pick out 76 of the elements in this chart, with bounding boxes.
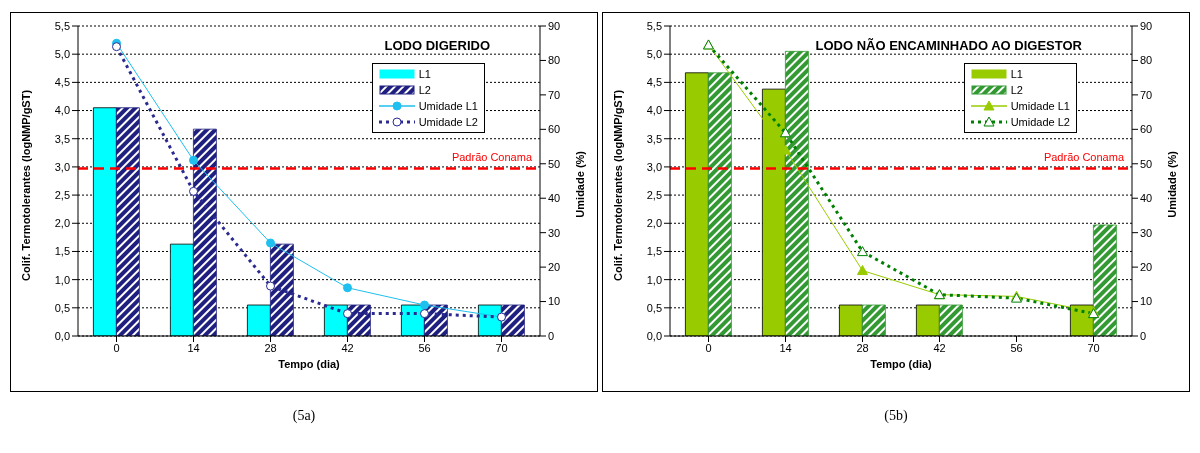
y2-tick-label: 40	[1140, 192, 1153, 205]
legend-label: Umidade L1	[1010, 99, 1070, 114]
y-tick-label: 2,0	[54, 217, 70, 230]
y2-tick-label: 10	[1140, 295, 1153, 308]
y2-tick-label: 20	[548, 261, 561, 274]
y2-tick-label: 20	[1140, 261, 1153, 274]
text: (5a)	[291, 408, 317, 424]
x-tick-label: 28	[856, 341, 869, 354]
y-tick-label: 2,5	[54, 189, 70, 201]
ref-line-label: Padrão Conama	[1043, 150, 1125, 163]
x-tick-label: 56	[418, 341, 431, 354]
y-tick-label: 2,5	[646, 189, 662, 201]
x-axis-title: Tempo (dia)	[870, 358, 933, 370]
x-tick-label: 42	[341, 341, 354, 354]
y-tick-label: 0,5	[54, 301, 70, 314]
y-tick-label: 5,5	[646, 19, 662, 32]
text: (5b)	[883, 408, 909, 424]
y2-tick-label: 70	[548, 88, 561, 101]
y-axis-title: Colif. Termotolerantes (logNMP/gST)	[19, 89, 32, 281]
y-tick-label: 1,0	[646, 273, 662, 286]
x-axis-title: Tempo (dia)	[278, 358, 341, 370]
y2-axis-title: Umidade (%)	[1165, 150, 1178, 218]
y-tick-label: 0,0	[54, 329, 70, 342]
y2-tick-label: 10	[548, 295, 561, 308]
x-tick-label: 0	[113, 341, 120, 354]
x-tick-label: 70	[495, 341, 508, 354]
legend-label: L2	[1010, 83, 1023, 98]
y-tick-label: 3,5	[646, 132, 662, 145]
text: LODO DIGERIDO	[384, 38, 490, 53]
y2-tick-label: 50	[1140, 157, 1153, 170]
y-tick-label: 5,5	[54, 19, 70, 32]
x-tick-label: 14	[187, 341, 200, 354]
x-tick-label: 14	[779, 341, 792, 354]
y-tick-label: 4,5	[54, 76, 70, 89]
y2-tick-label: 80	[1140, 54, 1153, 67]
y-tick-label: 1,0	[54, 273, 70, 286]
x-tick-label: 56	[1010, 341, 1023, 354]
y2-tick-label: 0	[548, 329, 555, 342]
y2-axis-title: Umidade (%)	[573, 150, 586, 218]
y-tick-label: 1,5	[54, 245, 70, 258]
legend-label: Umidade L2	[1010, 115, 1070, 130]
y2-tick-label: 60	[548, 123, 561, 136]
y2-tick-label: 80	[548, 54, 561, 67]
y-tick-label: 2,0	[646, 217, 662, 230]
x-tick-label: 0	[705, 341, 712, 354]
y-tick-label: 4,0	[646, 104, 662, 117]
y2-tick-label: 50	[548, 157, 561, 170]
y-tick-label: 3,0	[646, 160, 662, 173]
legend-label: Umidade L1	[418, 99, 478, 114]
y2-tick-label: 70	[1140, 88, 1153, 101]
y-tick-label: 0,0	[646, 329, 662, 342]
y2-tick-label: 60	[1140, 123, 1153, 136]
y-tick-label: 3,5	[54, 132, 70, 145]
x-tick-label: 28	[264, 341, 277, 354]
legend-label: L1	[1010, 67, 1023, 82]
y2-tick-label: 30	[1140, 226, 1153, 239]
y-tick-label: 4,0	[54, 104, 70, 117]
legend-label: L2	[418, 83, 431, 98]
y2-tick-label: 0	[1140, 329, 1147, 342]
y2-tick-label: 40	[548, 192, 561, 205]
y-axis-title: Colif. Termotolerantes (logNMP/gST)	[611, 89, 624, 281]
y2-tick-label: 90	[548, 19, 561, 32]
y-tick-label: 3,0	[54, 160, 70, 173]
x-tick-label: 42	[933, 341, 946, 354]
legend-label: L1	[418, 67, 431, 82]
y-tick-label: 5,0	[54, 48, 70, 61]
ref-line-label: Padrão Conama	[451, 150, 533, 163]
text: LODO NÃO ENCAMINHADO AO DIGESTOR	[815, 38, 1082, 53]
y2-tick-label: 30	[548, 226, 561, 239]
y2-tick-label: 90	[1140, 19, 1153, 32]
y-tick-label: 5,0	[646, 48, 662, 61]
legend-label: Umidade L2	[418, 115, 478, 130]
y-tick-label: 4,5	[646, 76, 662, 89]
y-tick-label: 1,5	[646, 245, 662, 258]
x-tick-label: 70	[1087, 341, 1100, 354]
y-tick-label: 0,5	[646, 301, 662, 314]
